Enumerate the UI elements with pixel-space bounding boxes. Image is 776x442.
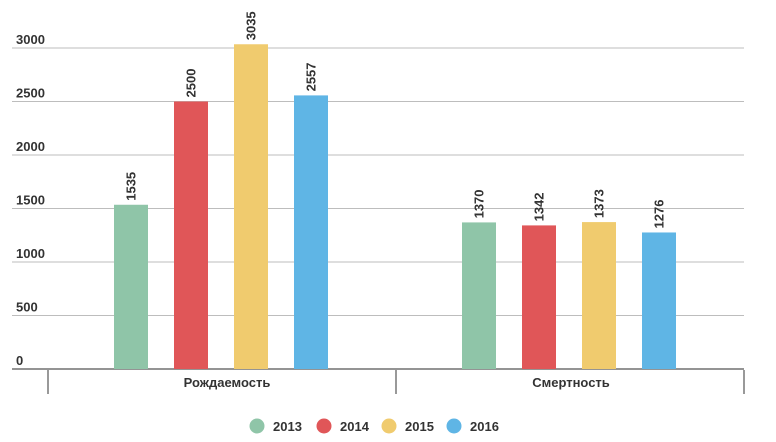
legend-swatch-2016 <box>446 418 462 434</box>
legend-swatch-2013 <box>249 418 265 434</box>
legend-label-2015: 2015 <box>405 419 434 434</box>
bar-2015-2 <box>582 222 616 369</box>
y-tick-label-2000: 2000 <box>16 139 45 154</box>
y-tick-label-3000: 3000 <box>16 32 45 47</box>
data-label-2013-2: 1370 <box>472 189 487 218</box>
y-tick-label-1500: 1500 <box>16 193 45 208</box>
x-category-label-1: Рождаемость <box>184 375 271 390</box>
y-axis-ticks: 0 500 1000 1500 2000 2500 3000 <box>16 32 45 368</box>
bar-2014-1 <box>174 101 208 369</box>
data-label-2015-1: 3035 <box>244 11 259 40</box>
legend-swatch-2015 <box>381 418 397 434</box>
data-label-2014-2: 1342 <box>532 192 547 221</box>
y-tick-label-1000: 1000 <box>16 246 45 261</box>
x-axis: Рождаемость Смертность <box>47 370 745 394</box>
data-label-2016-1: 2557 <box>304 62 319 91</box>
data-label-2014-1: 2500 <box>184 69 199 98</box>
x-category-label-2: Смертность <box>532 375 610 390</box>
bar-2013-2 <box>462 222 496 369</box>
bar-2015-1 <box>234 44 268 369</box>
bars <box>114 44 676 369</box>
y-tick-label-0: 0 <box>16 353 23 368</box>
legend-swatch-2014 <box>316 418 332 434</box>
legend-label-2013: 2013 <box>273 419 302 434</box>
bar-2013-1 <box>114 204 148 369</box>
y-tick-label-500: 500 <box>16 300 38 315</box>
bar-2014-2 <box>522 225 556 369</box>
bar-2016-2 <box>642 232 676 369</box>
legend-label-2014: 2014 <box>340 419 370 434</box>
legend: 2013 2014 2015 2016 <box>249 418 499 434</box>
y-tick-label-2500: 2500 <box>16 86 45 101</box>
bar-2016-1 <box>294 95 328 369</box>
data-label-2015-2: 1373 <box>592 189 607 218</box>
data-label-2016-2: 1276 <box>652 200 667 229</box>
legend-label-2016: 2016 <box>470 419 499 434</box>
data-labels: 1535 2500 3035 2557 1370 1342 1373 1276 <box>124 11 667 228</box>
data-label-2013-1: 1535 <box>124 172 139 201</box>
